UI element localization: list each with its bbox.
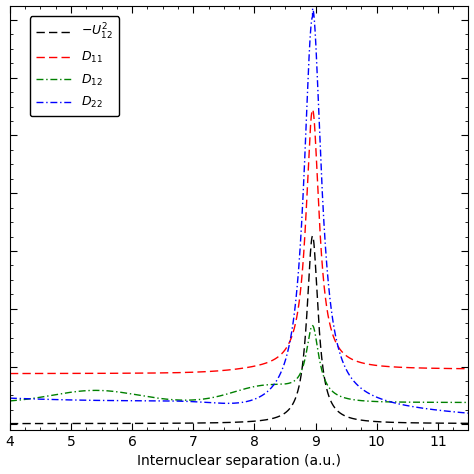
Legend: $-U^2_{12}$, $D_{11}$, $D_{12}$, $D_{22}$: $-U^2_{12}$, $D_{11}$, $D_{12}$, $D_{22}… — [30, 16, 119, 117]
X-axis label: Internuclear separation (a.u.): Internuclear separation (a.u.) — [137, 455, 341, 468]
